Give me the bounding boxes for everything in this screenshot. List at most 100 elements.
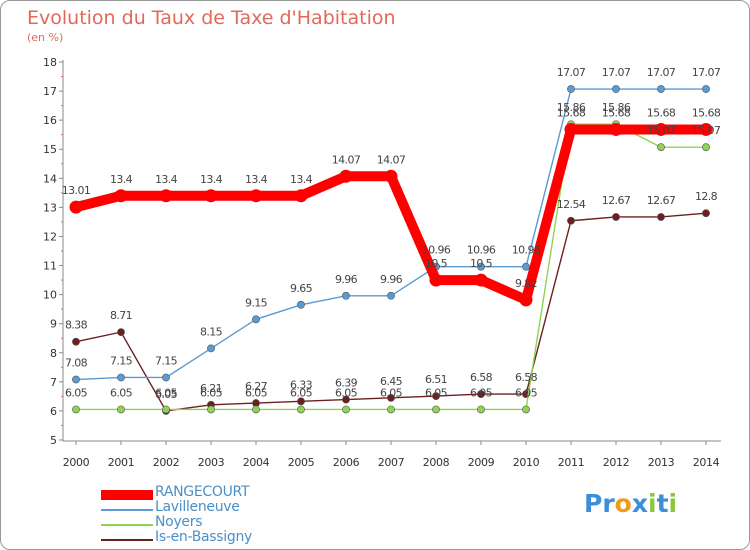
x-tick-label: 2005: [288, 456, 315, 469]
legend-item-rangecourt: RANGECOURT: [101, 484, 301, 502]
data-label: 8.71: [110, 309, 132, 322]
data-label: 6.05: [515, 386, 538, 399]
y-tick-label: 12: [43, 230, 57, 243]
data-point-noyers: [342, 405, 350, 414]
x-tick-label: 2014: [693, 456, 720, 469]
x-tick-label: 2010: [513, 456, 540, 469]
data-point-lavilleneuve: [522, 262, 530, 271]
data-point-noyers: [657, 143, 665, 152]
x-tick-label: 2002: [153, 456, 179, 469]
data-label: 8.38: [65, 319, 88, 332]
data-label: 6.05: [65, 386, 88, 399]
data-point-rangecourt: [384, 169, 398, 183]
data-label: 13.4: [290, 173, 313, 186]
data-point-is-en-bassigny: [612, 213, 620, 221]
data-label: 10.5: [470, 257, 493, 270]
y-tick-label: 7: [50, 376, 57, 389]
y-tick-label: 17: [43, 85, 57, 98]
data-label: 10.96: [422, 244, 451, 257]
data-point-noyers: [387, 405, 395, 414]
data-point-noyers: [252, 405, 260, 414]
data-point-rangecourt: [429, 273, 443, 287]
data-point-rangecourt: [474, 273, 488, 287]
data-label: 12.8: [695, 190, 718, 203]
data-label: 15.07: [647, 124, 676, 137]
data-point-rangecourt: [204, 189, 218, 203]
data-point-lavilleneuve: [207, 344, 215, 353]
data-label: 14.07: [377, 153, 406, 166]
x-tick-label: 2003: [198, 456, 225, 469]
data-label: 15.86: [602, 101, 631, 114]
legend-item-noyers: Noyers: [101, 514, 301, 532]
data-point-lavilleneuve: [297, 300, 305, 309]
data-label: 17.07: [602, 66, 631, 79]
data-label: 6.33: [290, 378, 313, 391]
logo-letter: i: [668, 489, 678, 518]
data-label: 10.96: [467, 244, 496, 257]
y-tick-label: 9: [50, 318, 57, 331]
data-point-noyers: [702, 143, 710, 152]
axes: 5 6 7 8 9 10 11 12 13 14 15 16 17 18 2000 2001 2002 2003 2…: [43, 56, 721, 469]
data-label: 15.68: [647, 106, 676, 119]
data-point-lavilleneuve: [567, 85, 575, 93]
data-point-lavilleneuve: [387, 291, 395, 300]
legend-label-lavilleneuve: Lavilleneuve: [155, 499, 240, 515]
data-point-lavilleneuve: [612, 85, 620, 93]
data-point-noyers: [522, 405, 530, 414]
data-label: 7.15: [110, 354, 133, 367]
y-tick-label: 18: [43, 56, 57, 69]
data-point-lavilleneuve: [657, 85, 665, 93]
y-tick-label: 6: [50, 405, 57, 418]
legend-label-rangecourt: RANGECOURT: [155, 484, 250, 500]
data-point-rangecourt: [69, 200, 83, 214]
legend-item-is-en-bassigny: Is-en-Bassigny: [101, 529, 301, 547]
proxiti-logo: Proxiti: [584, 489, 677, 518]
chart-subtitle: (en %): [27, 31, 64, 44]
data-point-lavilleneuve: [162, 373, 170, 382]
data-label: 8.15: [200, 325, 223, 338]
data-label: 13.4: [200, 173, 223, 186]
data-label: 9.96: [335, 273, 358, 286]
data-point-is-en-bassigny: [117, 328, 125, 337]
data-point-rangecourt: [294, 189, 308, 203]
data-point-rangecourt: [339, 169, 353, 183]
logo-letter: o: [614, 489, 632, 518]
data-label: 6.05: [425, 386, 448, 399]
y-tick-label: 14: [43, 172, 57, 185]
data-point-is-en-bassigny: [72, 337, 80, 346]
data-point-is-en-bassigny: [567, 216, 575, 225]
data-point-noyers: [117, 405, 125, 414]
data-point-rangecourt: [609, 122, 623, 136]
data-label: 15.68: [602, 106, 631, 119]
data-label: 10.5: [425, 257, 448, 270]
data-point-lavilleneuve: [252, 315, 260, 324]
x-tick-label: 2009: [468, 456, 495, 469]
x-tick-label: 2004: [243, 456, 270, 469]
data-label: 6.05: [245, 386, 268, 399]
x-tick-label: 2001: [108, 456, 134, 469]
data-point-noyers: [477, 405, 485, 414]
data-point-noyers: [207, 405, 215, 414]
data-label: 6.05: [155, 388, 178, 401]
data-point-noyers: [297, 405, 305, 414]
data-label: 15.68: [692, 106, 721, 119]
data-label: 6.05: [155, 386, 178, 399]
legend: RANGECOURT Lavilleneuve Noyers Is-en-Bas…: [101, 484, 301, 547]
y-tick-label: 8: [50, 347, 57, 360]
data-label: 15.86: [557, 101, 586, 114]
data-label: 6.05: [335, 386, 358, 399]
legend-label-is-en-bassigny: Is-en-Bassigny: [155, 529, 253, 545]
legend-swatch-is-en-bassigny: [101, 539, 153, 541]
data-point-is-en-bassigny: [297, 397, 305, 406]
data-label: 6.39: [335, 377, 358, 390]
data-point-lavilleneuve: [477, 262, 485, 271]
y-tick-label: 11: [43, 260, 57, 273]
legend-label-noyers: Noyers: [155, 514, 203, 530]
legend-swatch-lavilleneuve: [101, 509, 153, 511]
data-label: 9.82: [515, 277, 537, 290]
data-point-rangecourt: [564, 122, 578, 136]
data-point-lavilleneuve: [702, 85, 710, 93]
chart-title: Evolution du Taux de Taxe d'Habitation: [27, 7, 396, 29]
